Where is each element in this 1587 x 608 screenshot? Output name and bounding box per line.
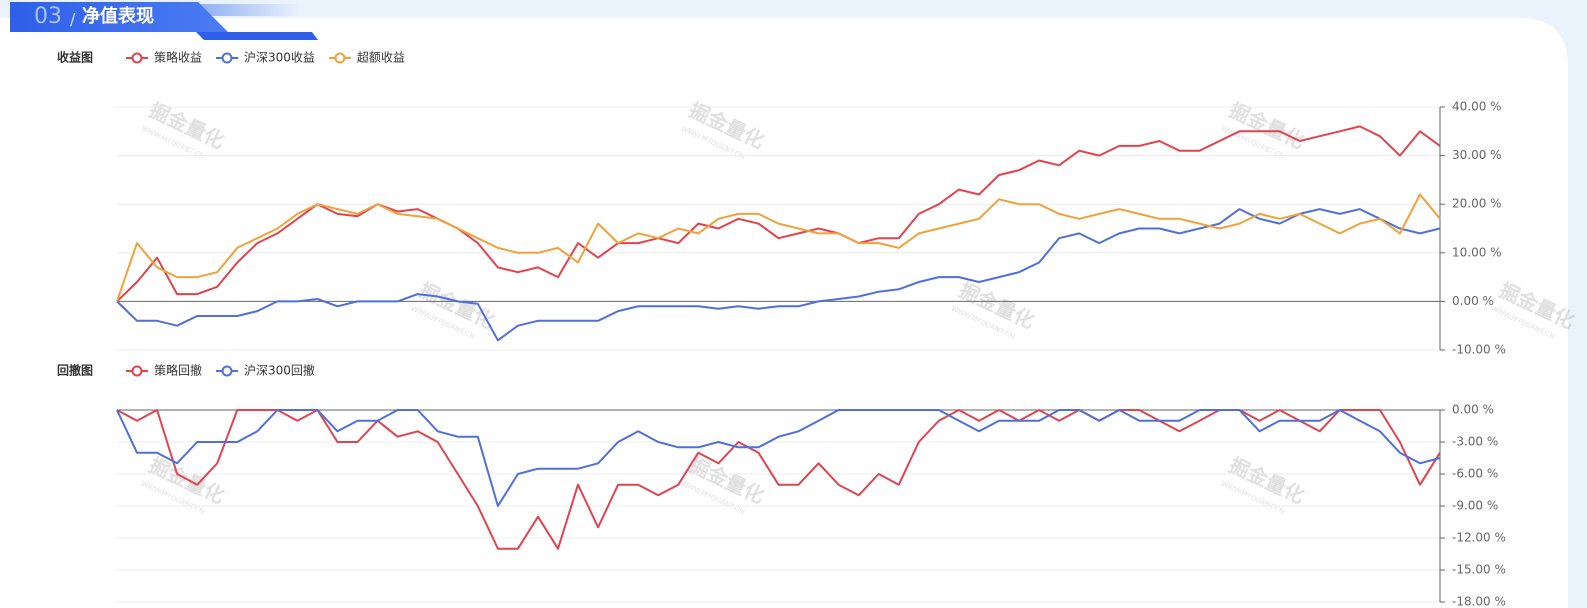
legend-marker: [334, 52, 346, 64]
y-tick-label: -6.00 %: [1452, 467, 1498, 481]
panel: [0, 18, 1568, 608]
legend-marker: [131, 52, 143, 64]
series-line: [116, 193, 1441, 302]
y-tick-label: -3.00 %: [1452, 435, 1498, 449]
section-tab: [10, 2, 228, 32]
y-tick-label: -10.00 %: [1452, 343, 1506, 357]
y-tick-label: -9.00 %: [1452, 499, 1498, 513]
legend-label: 超额收益: [357, 50, 405, 65]
section-number: 03: [34, 4, 62, 29]
y-tick-label: -12.00 %: [1452, 531, 1506, 545]
y-tick-label: 0.00 %: [1452, 403, 1494, 417]
y-tick-label: -15.00 %: [1452, 563, 1506, 577]
y-tick-label: -18.00 %: [1452, 595, 1506, 608]
series-line: [116, 409, 1441, 507]
legend-label: 策略收益: [154, 50, 202, 65]
tab-underline: [196, 32, 318, 40]
section-separator: /: [70, 10, 76, 29]
series-line: [116, 208, 1441, 342]
legend-label: 策略回撤: [154, 363, 202, 378]
y-tick-label: 30.00 %: [1452, 148, 1502, 162]
tab-fade: [200, 4, 300, 16]
section-title: 净值表现: [82, 5, 154, 27]
y-tick-label: 0.00 %: [1452, 294, 1494, 308]
legend-label: 沪深300回撤: [244, 363, 315, 378]
legend-marker: [221, 52, 233, 64]
legend-marker: [131, 365, 143, 377]
chart-title: 收益图: [57, 50, 93, 65]
y-tick-label: 40.00 %: [1452, 100, 1502, 114]
y-tick-label: 20.00 %: [1452, 197, 1502, 211]
legend-marker: [221, 365, 233, 377]
y-tick-label: 10.00 %: [1452, 245, 1502, 259]
series-line: [116, 125, 1441, 303]
legend-label: 沪深300收益: [244, 51, 315, 65]
chart-title: 回撤图: [57, 363, 93, 378]
